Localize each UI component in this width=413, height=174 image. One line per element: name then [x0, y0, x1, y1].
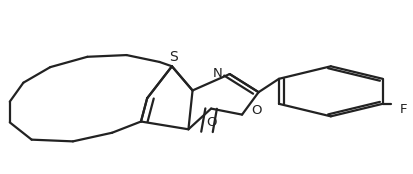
Text: S: S — [169, 50, 178, 64]
Text: N: N — [212, 67, 222, 80]
Text: O: O — [205, 116, 216, 129]
Text: F: F — [399, 103, 406, 116]
Text: O: O — [251, 104, 261, 117]
